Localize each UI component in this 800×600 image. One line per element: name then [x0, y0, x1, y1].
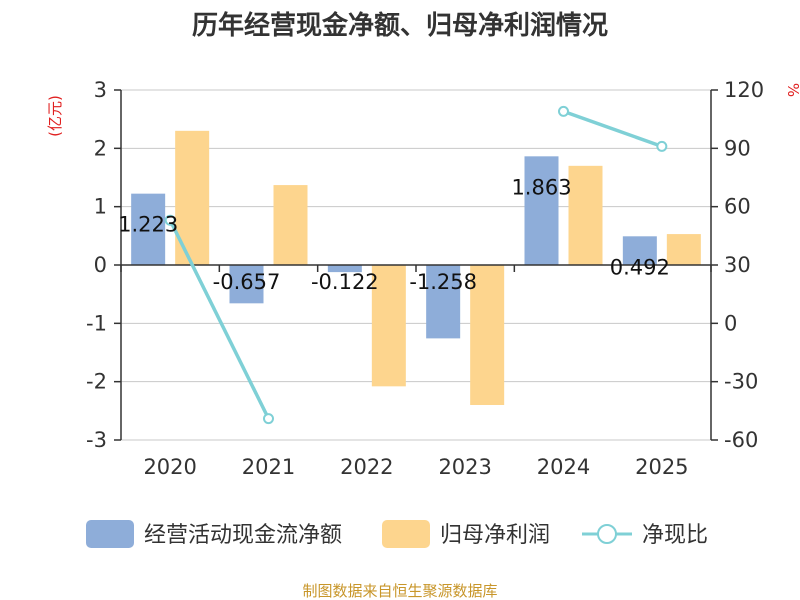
y-right-tick-label: -60: [724, 428, 758, 452]
y-right-tick-label: 60: [724, 195, 751, 219]
bar-net-profit: [568, 165, 603, 265]
ratio-line-segment: [168, 219, 271, 420]
bar-net-profit: [175, 130, 210, 265]
legend-swatch-cashflow: [86, 520, 134, 548]
ratio-point: [558, 105, 569, 117]
bar-data-label: 0.492: [610, 255, 670, 279]
bar-data-label: -0.657: [213, 270, 281, 294]
bar-cashflow: [426, 265, 461, 339]
ratio-line: [164, 105, 668, 425]
x-tick-label: 2023: [438, 455, 491, 479]
bar-cashflow: [131, 193, 166, 265]
y-right-tick-label: 120: [724, 78, 764, 102]
y-left-tick-label: 1: [94, 195, 107, 219]
y-right-tick-label: 30: [724, 253, 751, 277]
x-tick-label: 2022: [340, 455, 393, 479]
bars: [131, 130, 701, 405]
legend: 经营活动现金流净额 归母净利润 净现比: [86, 520, 708, 548]
legend-swatch-ratio-marker: [597, 524, 617, 544]
x-tick-label: 2020: [143, 455, 196, 479]
y-left-tick-label: -1: [86, 311, 107, 335]
y-left-unit: (亿元): [46, 95, 64, 137]
bar-net-profit: [666, 234, 701, 265]
ratio-point: [263, 413, 274, 425]
bar-data-label: 1.223: [118, 213, 178, 237]
y-left-tick-label: 2: [94, 136, 107, 160]
bar-data-label: -0.122: [311, 270, 379, 294]
y-left-tick-label: -2: [86, 370, 107, 394]
bar-cashflow: [327, 265, 362, 273]
data-labels: 1.223 -0.657 -0.122 -1.258 1.863 0.492: [118, 175, 670, 294]
ratio-point: [164, 214, 176, 226]
ratio-point: [656, 140, 668, 152]
bar-cashflow: [622, 236, 657, 265]
y-right-tick-label: 0: [724, 311, 737, 335]
y-left-tick-label: 3: [94, 78, 107, 102]
bar-net-profit: [470, 265, 505, 405]
y-right-unit: %: [784, 83, 800, 97]
chart-title: 历年经营现金净额、归母净利润情况: [192, 10, 608, 41]
bar-net-profit: [371, 265, 406, 387]
bar-data-label: 1.863: [511, 175, 571, 199]
source-note: 制图数据来自恒生聚源数据库: [302, 582, 497, 600]
bar-cashflow: [229, 265, 264, 304]
ratio-line-segment: [562, 109, 663, 149]
legend-label: 经营活动现金流净额: [144, 523, 342, 548]
legend-label: 归母净利润: [440, 523, 550, 548]
axes: -3 -2 -1 0 1 2 3 -60 -30 0 30 60 90 120 2020 2021 2022 20…: [46, 78, 800, 479]
bar-net-profit: [273, 185, 308, 265]
legend-label: 净现比: [642, 523, 708, 548]
x-tick-label: 2024: [537, 455, 590, 479]
y-right-tick-label: -30: [724, 370, 758, 394]
bar-data-label: -1.258: [409, 270, 477, 294]
legend-swatch-net-profit: [382, 520, 430, 548]
bar-cashflow: [524, 156, 559, 265]
y-right-tick-label: 90: [724, 136, 751, 160]
y-left-tick-label: -3: [86, 428, 107, 452]
y-left-tick-label: 0: [94, 253, 107, 277]
x-tick-label: 2025: [635, 455, 688, 479]
x-tick-label: 2021: [242, 455, 295, 479]
